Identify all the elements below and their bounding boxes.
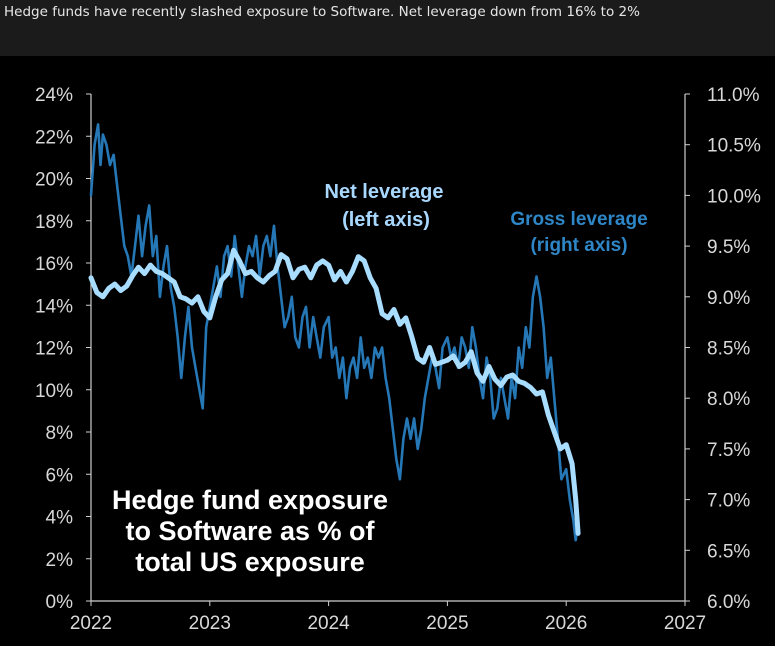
left-tick-label: 12% xyxy=(35,339,73,360)
net-leverage-label-line1: Net leverage xyxy=(325,181,444,203)
left-tick-label: 14% xyxy=(35,296,73,317)
page-title: Hedge funds have recently slashed exposu… xyxy=(4,4,640,20)
left-tick-label: 20% xyxy=(35,170,73,191)
left-tick-label: 2% xyxy=(46,550,74,571)
right-axis-ticks: 6.0% 6.5% 7.0% 7.5% 8.0% 8.5% 9.0% 9.5% 10.0% 10.… xyxy=(685,85,761,613)
x-tick-label: 2027 xyxy=(664,613,706,634)
left-tick-label: 4% xyxy=(46,508,74,529)
x-tick-label: 2026 xyxy=(545,613,587,634)
left-tick-label: 18% xyxy=(35,212,73,233)
right-tick-label: 7.5% xyxy=(707,440,750,461)
left-tick-label: 8% xyxy=(46,423,74,444)
right-tick-label: 8.5% xyxy=(707,339,750,360)
leverage-chart: 0%2%4%6%8%10%12%14%16%18%20%22%24% 6.0%6… xyxy=(35,85,761,634)
x-tick-label: 2022 xyxy=(70,613,112,634)
exposure-note-line1: Hedge fund exposure xyxy=(112,485,388,515)
right-tick-label: 10.5% xyxy=(707,136,761,157)
right-tick-label: 6.0% xyxy=(707,592,750,613)
right-tick-label: 11.0% xyxy=(707,85,760,106)
left-tick-label: 16% xyxy=(35,254,73,275)
right-tick-label: 10.0% xyxy=(707,186,761,207)
gross-leverage-label-line2: (right axis) xyxy=(530,235,627,256)
gross-leverage-label-line1: Gross leverage xyxy=(510,209,647,230)
exposure-note-line2: to Software as % of xyxy=(125,516,375,546)
header-bar: Hedge funds have recently slashed exposu… xyxy=(0,0,775,56)
right-tick-label: 8.0% xyxy=(707,389,750,410)
exposure-note-line3: total US exposure xyxy=(135,547,365,577)
left-tick-label: 22% xyxy=(35,127,73,148)
series-group xyxy=(88,123,581,542)
x-tick-label: 2025 xyxy=(426,613,468,634)
right-tick-label: 9.5% xyxy=(707,237,750,258)
right-tick-label: 7.0% xyxy=(707,491,750,512)
right-tick-label: 9.0% xyxy=(707,288,750,309)
x-tick-label: 2024 xyxy=(307,613,350,634)
net-leverage-label-line2: (left axis) xyxy=(342,209,430,231)
left-tick-label: 0% xyxy=(46,592,74,613)
x-tick-label: 2023 xyxy=(189,613,231,634)
left-tick-label: 24% xyxy=(35,85,73,106)
right-tick-label: 6.5% xyxy=(707,541,750,562)
left-tick-label: 6% xyxy=(46,465,74,486)
x-axis-ticks: 2022 2023 2024 2025 2026 2027 xyxy=(70,601,706,634)
left-tick-label: 10% xyxy=(35,381,73,402)
chart-panel: 0% 2% 4% 6% 8% 10% 12% 14% 16% 18% 20% 22% 24% 6.0% 6… xyxy=(0,56,775,646)
net-leverage-line xyxy=(88,247,581,536)
left-axis-ticks: 0% 2% 4% 6% 8% 10% 12% 14% 16% 18% 20% 22% 24% xyxy=(35,85,91,613)
